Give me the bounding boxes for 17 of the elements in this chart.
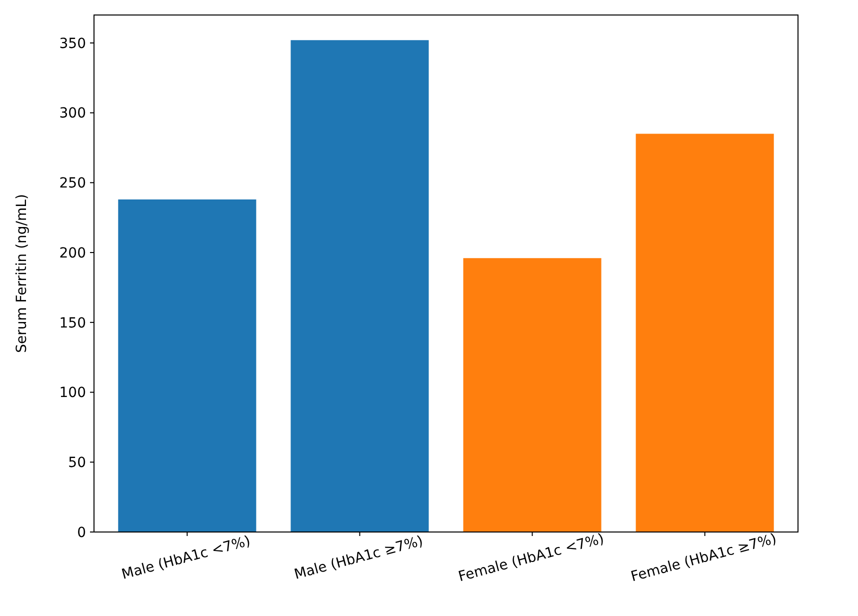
x-tick-label: Female (HbA1c <7%)	[456, 531, 606, 586]
y-axis-title: Serum Ferritin (ng/mL)	[14, 194, 30, 353]
y-tick-label: 300	[59, 106, 86, 122]
y-tick-label: 0	[77, 524, 86, 541]
x-tick-label: Female (HbA1c ≥7%)	[629, 531, 778, 586]
bar	[636, 134, 774, 532]
y-tick-label: 350	[59, 36, 86, 52]
x-tick-label: Male (HbA1c ≥7%)	[292, 533, 425, 584]
y-tick-label: 100	[59, 385, 86, 402]
x-tick-label: Male (HbA1c <7%)	[120, 533, 252, 584]
y-tick-label: 250	[59, 176, 86, 192]
bar	[290, 40, 429, 532]
bar	[463, 258, 602, 532]
y-tick-label: 50	[68, 455, 86, 472]
bar	[118, 199, 256, 532]
y-tick-label: 150	[59, 315, 86, 332]
y-tick-label: 200	[59, 245, 86, 262]
